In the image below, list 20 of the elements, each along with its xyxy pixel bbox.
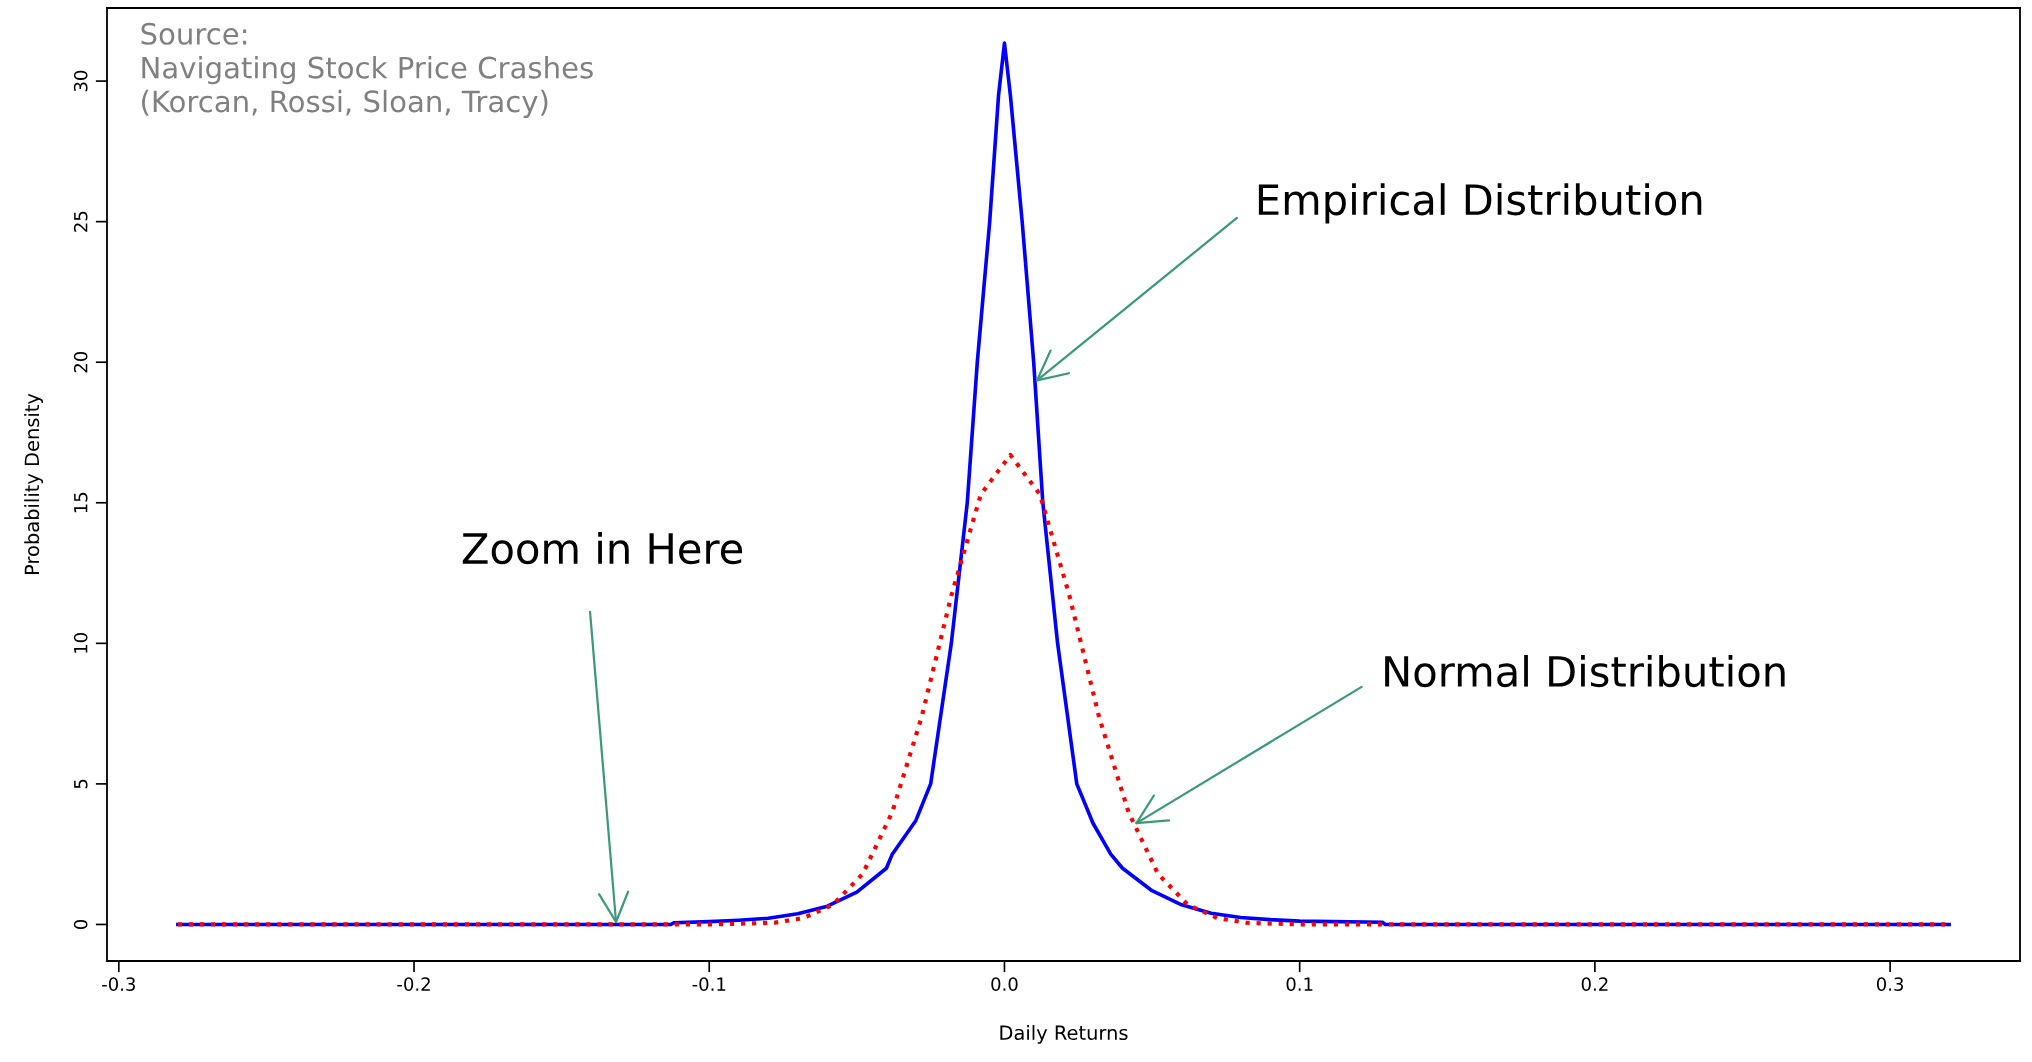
x-axis-title: Daily Returns — [1000, 1025, 1128, 1044]
x-tick-label: -0.1 — [692, 977, 726, 991]
y-tick-label: 0 — [73, 919, 88, 930]
x-tick-label: 0.3 — [1876, 977, 1904, 991]
x-tick-label: -0.2 — [397, 977, 430, 991]
x-tick-label: 0.0 — [991, 977, 1018, 991]
annotation: Zoom in Here — [462, 532, 743, 565]
x-tick-label: 0.1 — [1286, 977, 1313, 991]
y-tick-label: 15 — [74, 492, 88, 513]
annotation: Empirical Distribution — [1258, 183, 1702, 224]
x-tick-label: -0.3 — [102, 977, 135, 991]
y-tick-label: 25 — [73, 211, 88, 232]
y-tick-label: 20 — [73, 351, 88, 373]
annotation: Normal Distribution — [1385, 654, 1785, 688]
annotation: Source: Navigating Stock Price Crashes (Korcan, Rossi, Sloan, Tracy) — [141, 22, 593, 119]
y-tick-label: 10 — [73, 633, 88, 653]
y-tick-label: 5 — [74, 779, 88, 789]
y-tick-label: 30 — [73, 70, 88, 92]
y-axis-title: Probability Density — [24, 393, 43, 575]
x-tick-label: 0.2 — [1581, 977, 1608, 991]
